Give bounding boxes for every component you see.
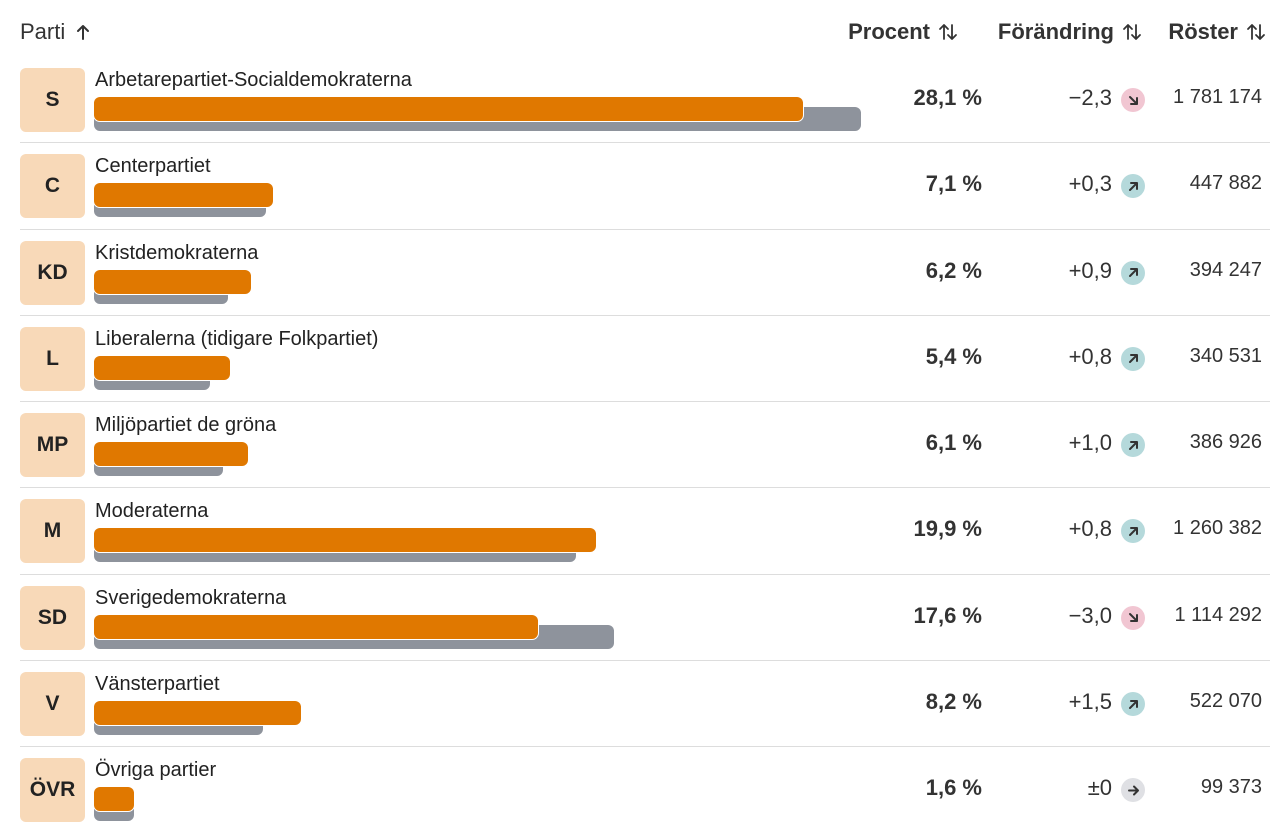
current-result-bar: [94, 701, 302, 726]
bar-area: [94, 787, 864, 823]
votes-value: 394 247: [1189, 258, 1262, 281]
arrow-up-right-icon: [1121, 692, 1145, 717]
table-row: SD Sverigedemokraterna 17,6 % −3,0 1 114 292: [20, 575, 1270, 662]
current-result-bar: [94, 97, 804, 121]
bar-area: [94, 269, 864, 306]
current-result-bar: [94, 442, 248, 467]
table-row: S Arbetarepartiet-Socialdemokraterna 28,1 …: [20, 57, 1270, 144]
sort-by-party-button[interactable]: Parti: [20, 16, 93, 48]
change-value: −2,3: [1068, 85, 1112, 110]
party-name: Vänsterpartiet: [95, 673, 220, 696]
table-row: MP Miljöpartiet de gröna 6,1 % +1,0 386 926: [20, 402, 1270, 489]
results-table: S Arbetarepartiet-Socialdemokraterna 28,1 …: [0, 57, 1280, 834]
percent-value: 17,6 %: [913, 602, 983, 628]
party-abbr-badge: MP: [20, 413, 85, 478]
votes-value: 1 781 174: [1173, 86, 1262, 108]
sort-icon: [1122, 21, 1142, 43]
change-value: +1,0: [1068, 430, 1112, 456]
change-value: +0,3: [1068, 171, 1112, 197]
party-abbr-badge: SD: [20, 585, 85, 650]
party-name: Övriga partier: [95, 759, 217, 782]
change-value: −3,0: [1068, 602, 1112, 628]
votes-value: 99 373: [1200, 776, 1262, 799]
table-row: ÖVR Övriga partier 1,6 % ±0 99 373: [20, 747, 1270, 833]
change-value: +0,8: [1068, 343, 1112, 369]
table-row: C Centerpartiet 7,1 % +0,3 447 882: [20, 143, 1270, 230]
party-name: Arbetarepartiet-Socialdemokraterna: [95, 69, 412, 91]
party-abbr-badge: ÖVR: [20, 758, 85, 823]
party-name: Sverigedemokraterna: [95, 586, 287, 609]
party-name: Miljöpartiet de gröna: [95, 414, 277, 437]
bar-area: [94, 614, 864, 651]
current-result-bar: [94, 614, 539, 639]
table-header: Parti Procent Förändring Röster: [0, 0, 1280, 64]
party-column-label: Parti: [20, 19, 66, 44]
table-row: V Vänsterpartiet 8,2 % +1,5 522 070: [20, 661, 1270, 748]
current-result-bar: [94, 183, 274, 208]
change-value: ±0: [1087, 775, 1112, 801]
party-name: Liberalerna (tidigare Folkpartiet): [95, 327, 379, 350]
votes-value: 522 070: [1189, 690, 1262, 713]
bar-area: [94, 183, 864, 219]
table-row: KD Kristdemokraterna 6,2 % +0,9 394 247: [20, 230, 1270, 316]
change-value: +1,5: [1068, 689, 1112, 715]
bar-area: [94, 701, 864, 737]
sort-by-change-button[interactable]: Förändring: [998, 16, 1142, 48]
arrow-down-right-icon: [1121, 605, 1145, 630]
sort-by-votes-button[interactable]: Röster: [1168, 16, 1266, 48]
table-row: L Liberalerna (tidigare Folkpartiet) 5,4 %…: [20, 316, 1270, 403]
percent-value: 28,1 %: [913, 85, 983, 110]
arrow-up-right-icon: [1121, 433, 1145, 458]
party-name: Moderaterna: [95, 500, 209, 523]
votes-value: 340 531: [1189, 344, 1262, 367]
change-column-label: Förändring: [997, 19, 1114, 44]
votes-value: 1 114 292: [1174, 603, 1263, 626]
votes-value: 386 926: [1189, 431, 1262, 454]
percent-value: 7,1 %: [925, 171, 982, 197]
sort-icon: [1246, 21, 1266, 43]
sort-icon: [938, 21, 958, 43]
votes-value: 447 882: [1189, 172, 1262, 195]
percent-value: 6,2 %: [925, 257, 982, 283]
percent-value: 19,9 %: [913, 516, 983, 542]
sort-by-percent-button[interactable]: Procent: [848, 16, 958, 48]
arrow-up-right-icon: [1121, 519, 1145, 544]
arrow-right-icon: [1121, 778, 1145, 803]
party-abbr-badge: C: [20, 154, 85, 219]
votes-value: 1 260 382: [1173, 517, 1262, 540]
arrow-down-right-icon: [1121, 88, 1145, 112]
party-name: Centerpartiet: [95, 155, 211, 178]
percent-value: 8,2 %: [925, 689, 982, 715]
current-result-bar: [94, 528, 597, 553]
party-name: Kristdemokraterna: [95, 241, 259, 264]
percent-value: 6,1 %: [925, 430, 982, 456]
bar-area: [94, 442, 864, 478]
table-row: M Moderaterna 19,9 % +0,8 1 260 382: [20, 488, 1270, 575]
percent-value: 1,6 %: [925, 775, 982, 801]
party-abbr-badge: M: [20, 499, 85, 564]
change-value: +0,9: [1068, 257, 1112, 283]
current-result-bar: [94, 787, 135, 812]
percent-value: 5,4 %: [925, 343, 982, 369]
party-abbr-badge: KD: [20, 240, 85, 305]
party-abbr-badge: L: [20, 326, 85, 391]
party-abbr-badge: S: [20, 68, 85, 132]
votes-column-label: Röster: [1168, 19, 1238, 44]
percent-column-label: Procent: [848, 19, 930, 44]
arrow-up-right-icon: [1121, 346, 1145, 371]
current-result-bar: [94, 269, 251, 294]
arrow-up-right-icon: [1121, 174, 1145, 199]
arrow-up-right-icon: [1121, 260, 1145, 285]
party-abbr-badge: V: [20, 672, 85, 737]
bar-area: [94, 528, 864, 564]
change-value: +0,8: [1068, 516, 1112, 542]
arrow-up-icon: [73, 21, 93, 43]
bar-area: [94, 355, 864, 392]
current-result-bar: [94, 355, 231, 380]
bar-area: [94, 97, 864, 133]
